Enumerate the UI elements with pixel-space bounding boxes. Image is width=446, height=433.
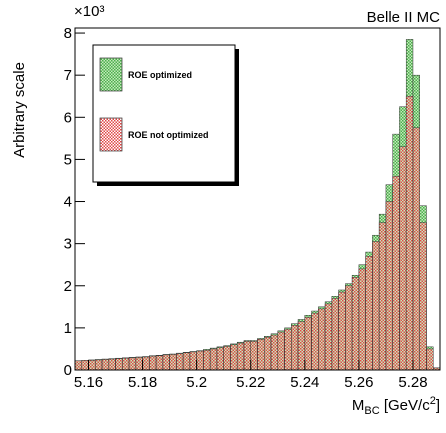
legend-label: ROE not optimized <box>128 130 209 140</box>
bar <box>365 256 373 371</box>
bar <box>405 95 414 371</box>
x-tick-label: 5.28 <box>398 374 427 391</box>
x-axis-label: MBC [GeV/c2] <box>352 395 440 417</box>
y-tick-label: 1 <box>64 320 72 337</box>
bar <box>304 317 312 371</box>
bar <box>358 268 366 371</box>
bar <box>297 321 306 371</box>
bar <box>101 359 110 371</box>
x-tick-label: 5.24 <box>290 374 319 391</box>
x-tick-label: 5.22 <box>236 374 265 391</box>
x-label-base: M <box>352 397 365 414</box>
bar <box>196 350 204 371</box>
y-axis-label: Arbitrary scale <box>11 62 28 158</box>
legend-label: ROE optimized <box>128 70 192 80</box>
bar <box>162 354 170 371</box>
bar <box>128 357 137 371</box>
x-tick-label: 5.2 <box>186 374 207 391</box>
bar <box>81 360 89 371</box>
y-tick-label: 8 <box>64 25 72 42</box>
x-label-close: ] <box>436 397 440 414</box>
legend-swatch <box>99 117 123 152</box>
y-multiplier: ×10³ <box>74 3 104 20</box>
y-tick-label: 4 <box>64 194 72 211</box>
x-label-unit: [GeV/c <box>380 397 431 414</box>
bar <box>115 358 123 371</box>
bar <box>230 344 238 371</box>
legend-swatch <box>99 57 123 92</box>
y-tick-label: 6 <box>64 109 72 126</box>
bar <box>264 336 272 371</box>
bar <box>182 352 191 371</box>
bar <box>169 354 177 371</box>
bar <box>257 339 265 371</box>
bar <box>318 308 326 371</box>
bar <box>203 349 211 371</box>
x-tick-label: 5.16 <box>74 374 103 391</box>
bar <box>142 356 150 371</box>
y-tick-label: 0 <box>64 362 72 379</box>
y-tick-label: 2 <box>64 278 72 295</box>
bar <box>419 222 427 371</box>
bar <box>155 355 164 371</box>
bar <box>372 241 380 371</box>
bar <box>426 348 434 371</box>
bar <box>209 348 218 371</box>
bar <box>250 341 258 371</box>
bar <box>149 355 157 371</box>
bar <box>95 359 103 371</box>
y-tick-label: 5 <box>64 151 72 168</box>
bar <box>243 341 251 371</box>
bar <box>216 347 224 371</box>
bar <box>135 357 143 371</box>
bar <box>284 328 292 371</box>
bar <box>88 360 96 371</box>
bar <box>176 353 184 371</box>
bar <box>399 146 407 371</box>
bar <box>108 358 116 371</box>
y-tick-label: 7 <box>64 67 72 84</box>
x-tick-label: 5.26 <box>344 374 373 391</box>
bar <box>277 331 285 371</box>
bar <box>345 285 353 371</box>
y-tick-label: 3 <box>64 236 72 253</box>
bar <box>74 360 83 371</box>
chart-title: Belle II MC <box>367 9 441 26</box>
bar <box>270 334 279 371</box>
bar <box>122 357 130 371</box>
bar <box>311 312 319 371</box>
x-label-sup: 2 <box>430 395 436 407</box>
bar <box>223 346 231 371</box>
x-label-sub: BC <box>364 405 379 417</box>
bar <box>378 222 387 371</box>
bar <box>412 127 420 371</box>
bar <box>291 325 299 371</box>
bar <box>324 303 333 371</box>
bar <box>189 351 197 371</box>
bar <box>331 298 339 371</box>
bar <box>351 277 360 371</box>
bar <box>385 201 393 371</box>
frame <box>74 27 441 371</box>
x-tick-label: 5.18 <box>128 374 157 391</box>
bar <box>236 342 245 371</box>
bar <box>392 176 400 371</box>
bar <box>338 291 346 371</box>
